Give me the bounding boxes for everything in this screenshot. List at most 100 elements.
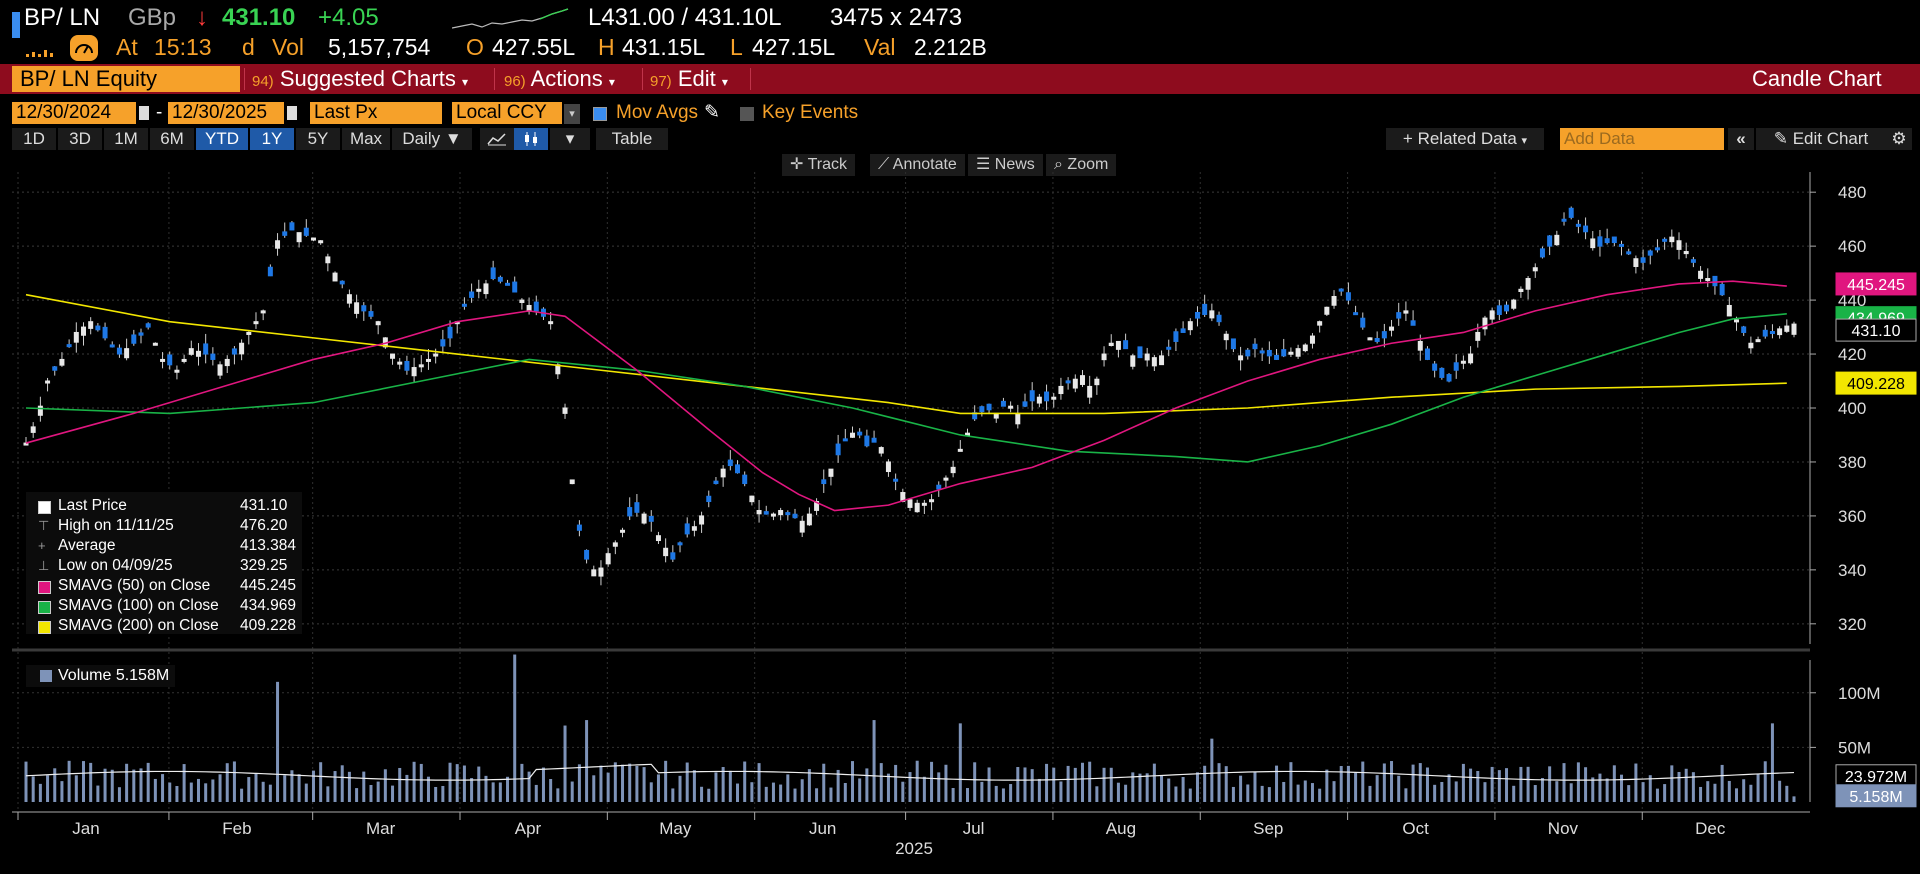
candle-body (1295, 348, 1301, 357)
candle-body (964, 432, 970, 436)
candle-body (828, 468, 834, 477)
price-tick-label: 360 (1838, 507, 1866, 526)
volume-bar (1476, 771, 1480, 802)
key-events-checkbox[interactable] (740, 107, 754, 121)
add-data-input[interactable]: Add Data (1560, 128, 1724, 150)
start-date-field[interactable]: 12/30/2024 (12, 102, 136, 124)
speedometer-icon[interactable] (70, 35, 98, 61)
candle-body (950, 466, 956, 474)
volume-bar (635, 765, 639, 802)
ticker[interactable]: BP/ LN (24, 4, 101, 31)
candle-body (1123, 340, 1129, 350)
candle-body (1719, 283, 1725, 296)
candle-body (1410, 320, 1416, 326)
frequency-select[interactable]: Daily ▼ (392, 128, 472, 150)
volume-bar (1296, 784, 1300, 802)
candle-body (354, 302, 360, 314)
table-button[interactable]: Table (596, 128, 668, 150)
candle-body (102, 326, 108, 339)
key-events-label[interactable]: Key Events (762, 102, 859, 123)
candle-body (1353, 312, 1359, 316)
related-data-button[interactable]: + Related Data ▾ (1386, 128, 1544, 150)
legend-swatch: ⊤ (38, 518, 50, 533)
volume-bar (1239, 775, 1243, 802)
mov-avgs-checkbox[interactable] (593, 107, 607, 121)
volume-bar (736, 783, 740, 802)
end-date-field[interactable]: 12/30/2025 (168, 102, 284, 124)
volume-bar (218, 774, 222, 802)
volume-bar (1009, 784, 1013, 802)
candle-body (124, 348, 130, 359)
volume-bar (915, 760, 919, 802)
sma200-line (25, 293, 1787, 415)
legend-row[interactable]: ⊥ Low on 04/09/25 329.25 (26, 556, 302, 576)
volume-bar (1310, 783, 1314, 802)
at-label: At (116, 34, 138, 60)
candle-body (332, 272, 338, 282)
volume-bar (858, 778, 862, 802)
legend-row[interactable]: SMAVG (100) on Close 434.969 (26, 596, 302, 616)
track-tool[interactable]: ✛ Track (782, 154, 855, 176)
period-5y[interactable]: 5Y (296, 128, 340, 150)
security-field[interactable]: BP/ LN Equity (12, 66, 240, 92)
mov-avgs-label[interactable]: Mov Avgs (616, 102, 699, 123)
period-ytd[interactable]: YTD (196, 128, 248, 150)
calendar-icon[interactable] (138, 105, 150, 121)
candle-body (720, 468, 726, 478)
menu-number: 97) (650, 73, 672, 90)
chevron-down-icon[interactable]: ▾ (564, 104, 580, 124)
volume-bar (664, 760, 668, 802)
candle-body (1726, 304, 1732, 317)
chevron-down-icon[interactable]: ▾ (550, 128, 590, 150)
volume-bars: 50M 100M (12, 654, 1881, 802)
candle-body (677, 542, 683, 546)
volume-bar (254, 773, 258, 802)
pencil-icon[interactable]: ✎ (704, 102, 720, 123)
candle-body (1597, 236, 1603, 247)
suggested-charts-menu[interactable]: 94) Suggested Charts ▾ (252, 64, 468, 94)
collapse-icon[interactable]: « (1728, 128, 1754, 150)
menu-label: Suggested Charts (279, 66, 456, 91)
volume-bar (901, 781, 905, 802)
legend-row[interactable]: Last Price 431.10 (26, 496, 302, 516)
currency-select[interactable]: Local CCY (452, 102, 562, 124)
candle-body (1604, 238, 1610, 244)
edit-chart-button[interactable]: ✎ Edit Chart (1756, 128, 1886, 150)
actions-menu[interactable]: 96) Actions ▾ (504, 64, 615, 94)
line-chart-icon[interactable] (480, 128, 514, 150)
news-tool[interactable]: ☰ News (968, 154, 1043, 176)
candle-body (598, 567, 604, 577)
edit-menu[interactable]: 97) Edit ▾ (650, 64, 728, 94)
gear-icon[interactable]: ⚙ (1886, 128, 1912, 150)
volume-bar (276, 681, 280, 802)
candle-body (627, 507, 633, 517)
candle-body (1173, 331, 1179, 342)
volume-bar (649, 782, 653, 802)
volume-bar (484, 775, 488, 802)
candle-body (641, 513, 647, 524)
legend-row[interactable]: SMAVG (200) on Close 409.228 (26, 616, 302, 636)
legend-row[interactable]: + Average 413.384 (26, 536, 302, 556)
legend-row[interactable]: SMAVG (50) on Close 445.245 (26, 576, 302, 596)
candle-body (1058, 385, 1064, 395)
period-max[interactable]: Max (342, 128, 390, 150)
candle-chart-icon[interactable] (514, 128, 548, 150)
volume-bar (1045, 763, 1049, 802)
volume-bar (297, 774, 301, 802)
period-1y[interactable]: 1Y (250, 128, 294, 150)
candle-body (799, 520, 805, 533)
period-3d[interactable]: 3D (58, 128, 102, 150)
candle-body (1130, 355, 1136, 367)
volume-bar (1519, 766, 1523, 802)
period-1m[interactable]: 1M (104, 128, 148, 150)
month-label: Jun (809, 819, 836, 838)
candle-body (943, 477, 949, 481)
field-select[interactable]: Last Px (310, 102, 442, 124)
annotate-tool[interactable]: ⟋ Annotate (870, 154, 965, 176)
calendar-icon[interactable] (286, 105, 298, 121)
period-1d[interactable]: 1D (12, 128, 56, 150)
period-6m[interactable]: 6M (150, 128, 194, 150)
zoom-tool[interactable]: ⌕ Zoom (1046, 154, 1117, 176)
legend-row[interactable]: ⊤ High on 11/11/25 476.20 (26, 516, 302, 536)
